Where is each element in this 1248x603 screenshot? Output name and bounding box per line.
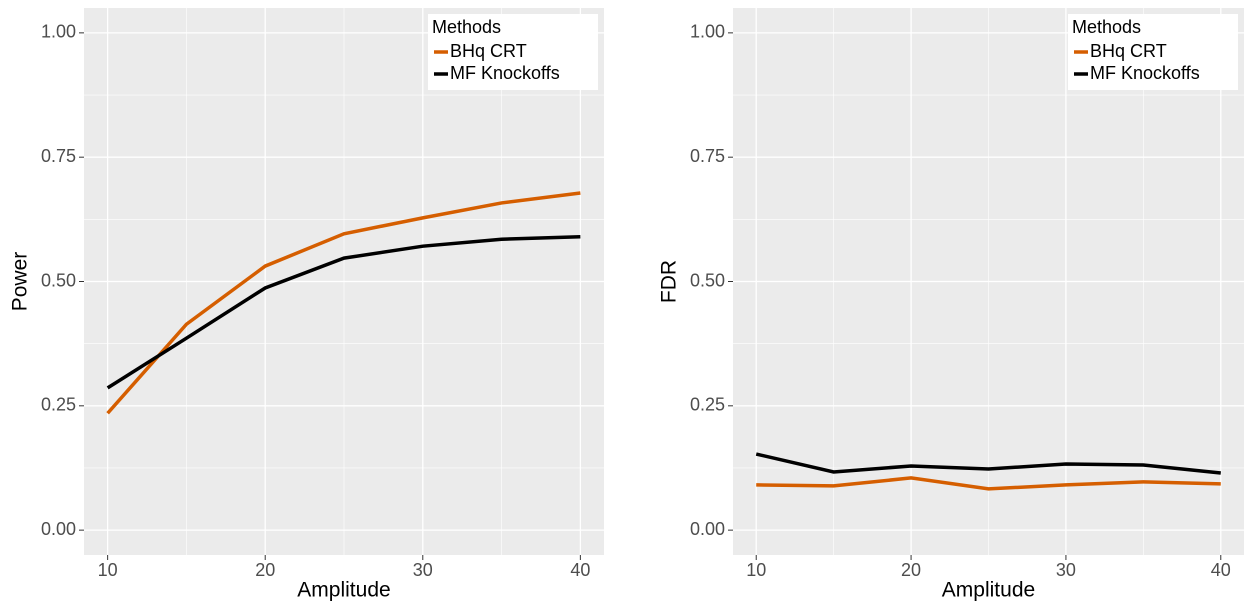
x-tick-label: 40	[570, 560, 590, 580]
legend-label: BHq CRT	[450, 41, 527, 61]
y-tick-label: 1.00	[690, 22, 725, 42]
x-axis-title: Amplitude	[297, 579, 390, 602]
x-tick-label: 20	[255, 560, 275, 580]
y-tick-label: 0.75	[690, 146, 725, 166]
y-tick-label: 0.75	[41, 146, 76, 166]
x-tick-label: 10	[746, 560, 766, 580]
legend-label: BHq CRT	[1090, 41, 1167, 61]
data-line	[755, 452, 1221, 475]
y-tick-label: 0.00	[41, 519, 76, 539]
y-tick-label: 0.25	[41, 395, 76, 415]
data-line	[106, 191, 581, 415]
legend-box	[1068, 14, 1238, 90]
y-tick-label: 0.50	[690, 270, 725, 290]
y-tick-label: 1.00	[41, 22, 76, 42]
y-axis-title: Power	[9, 252, 32, 312]
legend-label: MF Knockoffs	[450, 63, 560, 83]
x-tick-label: 20	[901, 560, 921, 580]
data-line	[106, 234, 581, 390]
data-line	[756, 476, 1221, 491]
legend-title: Methods	[432, 17, 501, 37]
x-tick-label: 30	[1056, 560, 1076, 580]
y-tick-label: 0.25	[690, 395, 725, 415]
x-tick-label: 40	[1211, 560, 1231, 580]
legend-title: Methods	[1072, 17, 1141, 37]
y-tick-label: 0.50	[41, 270, 76, 290]
x-tick-label: 30	[413, 560, 433, 580]
legend-box	[428, 14, 598, 90]
legend-label: MF Knockoffs	[1090, 63, 1200, 83]
x-tick-label: 10	[98, 560, 118, 580]
x-axis-title: Amplitude	[942, 579, 1035, 602]
y-tick-label: 0.00	[690, 519, 725, 539]
y-axis-title: FDR	[658, 260, 681, 303]
